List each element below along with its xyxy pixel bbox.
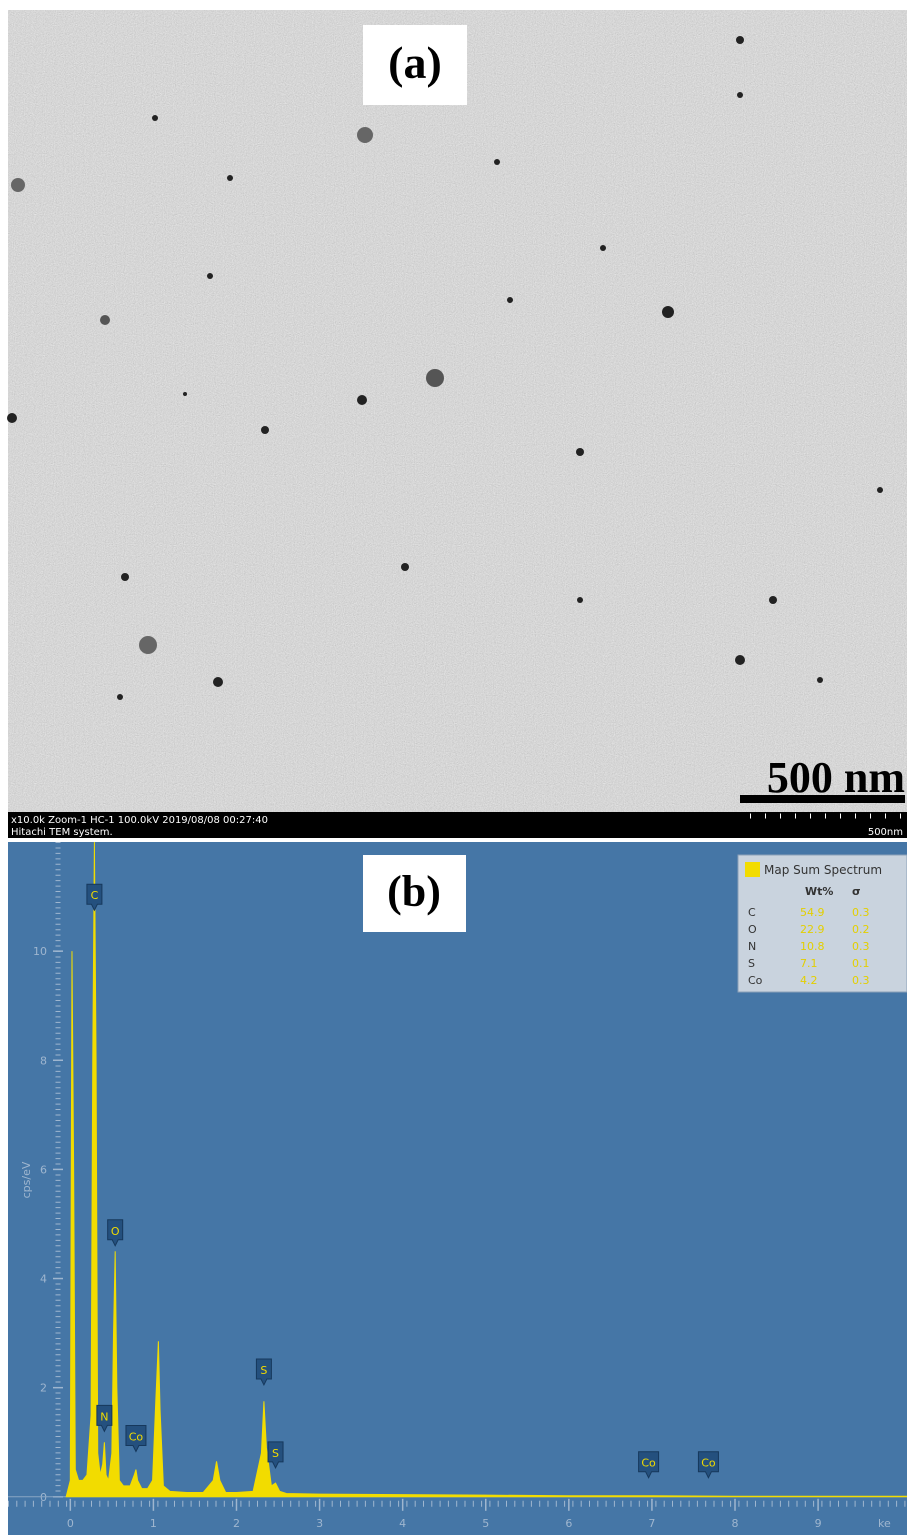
x-tick-label: 8 (732, 1517, 739, 1530)
x-tick-label: 6 (565, 1517, 572, 1530)
x-axis-label: ke (878, 1517, 891, 1530)
table-header: σ (852, 885, 861, 898)
panel-label: (b) (387, 867, 441, 916)
peak-label: C (91, 889, 99, 902)
table-header: Wt% (805, 885, 833, 898)
x-tick-label: 0 (67, 1517, 74, 1530)
peak-label: Co (129, 1431, 144, 1444)
scale-bar (740, 795, 905, 803)
y-tick-label: 6 (40, 1163, 47, 1176)
y-tick-label: 10 (33, 945, 47, 958)
footer-text: Hitachi TEM system. (11, 827, 113, 838)
x-tick-label: 3 (316, 1517, 323, 1530)
table-wt: 22.9 (800, 923, 825, 936)
peak-label: Co (701, 1457, 716, 1470)
peak-label: S (260, 1364, 267, 1377)
y-tick-label: 2 (40, 1382, 47, 1395)
table-sigma: 0.1 (852, 957, 870, 970)
table-wt: 10.8 (800, 940, 825, 953)
x-tick-label: 5 (482, 1517, 489, 1530)
peak-label: N (100, 1410, 108, 1423)
x-tick-label: 9 (815, 1517, 822, 1530)
x-tick-label: 1 (150, 1517, 157, 1530)
table-element: S (748, 957, 755, 970)
x-tick-label: 7 (648, 1517, 655, 1530)
footer-scale: 500nm (868, 827, 903, 838)
table-element: N (748, 940, 756, 953)
table-sigma: 0.2 (852, 923, 870, 936)
table-element: O (748, 923, 757, 936)
table-wt: 4.2 (800, 974, 818, 987)
x-tick-label: 2 (233, 1517, 240, 1530)
table-element: Co (748, 974, 763, 987)
peak-label: O (111, 1225, 120, 1238)
figure: (a) 500 nm x10.0k Zoom-1 HC-1 100.0kV 20… (0, 0, 907, 1535)
legend: Map Sum Spectrum Wt% σ C 54.9 0.3 O 22.9 0.2 N… (738, 855, 907, 992)
panel-label: (a) (388, 37, 442, 88)
table-sigma: 0.3 (852, 974, 870, 987)
table-wt: 54.9 (800, 906, 825, 919)
y-tick-label: 4 (40, 1273, 47, 1286)
page: (a) 500 nm x10.0k Zoom-1 HC-1 100.0kV 20… (0, 0, 907, 1535)
scale-text: 500 nm (767, 753, 905, 802)
table-sigma: 0.3 (852, 906, 870, 919)
legend-label: Map Sum Spectrum (764, 863, 882, 877)
tem-image (8, 10, 907, 812)
peak-label: Co (641, 1457, 656, 1470)
legend-swatch (745, 862, 760, 877)
table-sigma: 0.3 (852, 940, 870, 953)
y-axis-label: cps/eV (20, 1161, 33, 1198)
footer-text: x10.0k Zoom-1 HC-1 100.0kV 2019/08/08 00… (11, 815, 268, 826)
table-wt: 7.1 (800, 957, 818, 970)
peak-label: S (272, 1447, 279, 1460)
table-element: C (748, 906, 756, 919)
y-tick-label: 8 (40, 1054, 47, 1067)
x-tick-label: 4 (399, 1517, 406, 1530)
